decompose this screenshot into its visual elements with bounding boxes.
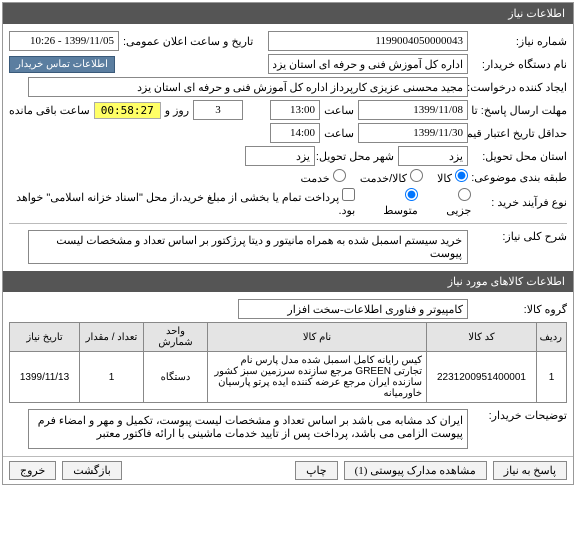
lbl-announce-dt: تاریخ و ساعت اعلان عمومی: [123, 35, 253, 48]
radio-medium[interactable]: متوسط [369, 188, 418, 217]
lbl-item-group: گروه کالا: [472, 303, 567, 316]
th-date: تاریخ نیاز [10, 323, 80, 352]
radio-kala[interactable]: کالا [437, 169, 468, 185]
radio-small-label: جزیی [446, 205, 471, 217]
section-need-info: اطلاعات نیاز [3, 3, 573, 24]
buyer-contact-tab[interactable]: اطلاعات تماس خریدار [9, 56, 115, 73]
item-group-field[interactable] [238, 299, 468, 319]
radio-small[interactable]: جزیی [432, 188, 472, 217]
deadline-date-field[interactable] [358, 100, 468, 120]
lbl-purchase-type: نوع فرآیند خرید : [475, 196, 567, 209]
table-row[interactable]: 1 2231200951400001 کیس رایانه کامل اسمبل… [10, 352, 567, 403]
radio-medium-label: متوسط [383, 205, 418, 217]
lbl-price-validity: حداقل تاریخ اعتبار قیمت: تا تاریخ: [472, 127, 567, 140]
th-unit: واحد شمارش [144, 323, 208, 352]
lbl-province: استان محل تحویل: [472, 150, 567, 163]
creator-field[interactable] [28, 77, 468, 97]
buyer-notes-field[interactable]: ایران کد مشابه می باشد بر اساس تعداد و م… [28, 409, 468, 449]
buyer-org-field[interactable] [268, 54, 468, 74]
announce-dt-field[interactable] [9, 31, 119, 51]
general-desc-field[interactable]: خرید سیستم اسمبل شده به همراه مانیتور و … [28, 230, 468, 264]
need-no-field[interactable] [268, 31, 468, 51]
lbl-budget-class: طبقه بندی موضوعی: [472, 171, 567, 184]
cell-date: 1399/11/13 [10, 352, 80, 403]
radio-kala-service[interactable]: کالا/خدمت [360, 169, 423, 185]
th-row: ردیف [537, 323, 567, 352]
cell-code: 2231200951400001 [427, 352, 537, 403]
lbl-city: شهر محل تحویل: [319, 150, 394, 163]
lbl-deadline: مهلت ارسال پاسخ: تا تاریخ: [472, 104, 567, 117]
deadline-time-field[interactable] [270, 100, 320, 120]
cell-name: کیس رایانه کامل اسمبل شده مدل پارس نام ت… [208, 352, 427, 403]
lbl-buyer-org: نام دستگاه خریدار: [472, 58, 567, 71]
th-name: نام کالا [208, 323, 427, 352]
chk-treasury[interactable]: پرداخت تمام یا بخشی از مبلغ خرید،از محل … [9, 188, 355, 217]
items-table: ردیف کد کالا نام کالا واحد شمارش تعداد /… [9, 322, 567, 403]
lbl-buyer-notes: توضیحات خریدار: [472, 409, 567, 422]
th-qty: تعداد / مقدار [80, 323, 144, 352]
province-field[interactable] [398, 146, 468, 166]
days-left-field [193, 100, 243, 120]
price-validity-time[interactable] [270, 123, 320, 143]
price-validity-date[interactable] [358, 123, 468, 143]
lbl-hour-2: ساعت [324, 127, 354, 140]
cell-qty: 1 [80, 352, 144, 403]
lbl-general-desc: شرح کلی نیاز: [472, 230, 567, 243]
view-attachments-button[interactable]: مشاهده مدارک پیوستی (1) [344, 461, 487, 480]
radio-service-label: خدمت [300, 173, 329, 185]
back-button[interactable]: بازگشت [62, 461, 122, 480]
chk-treasury-label: پرداخت تمام یا بخشی از مبلغ خرید،از محل … [16, 192, 355, 217]
section-items-info: اطلاعات کالاهای مورد نیاز [3, 271, 573, 292]
cell-idx: 1 [537, 352, 567, 403]
radio-kala-label: کالا [437, 173, 452, 185]
respond-button[interactable]: پاسخ به نیاز [493, 461, 567, 480]
print-button[interactable]: چاپ [295, 461, 338, 480]
lbl-hour-1: ساعت [324, 104, 354, 117]
radio-service[interactable]: خدمت [300, 169, 345, 185]
lbl-need-no: شماره نیاز: [472, 35, 567, 48]
lbl-remaining: ساعت باقی مانده [9, 104, 90, 117]
th-code: کد کالا [427, 323, 537, 352]
lbl-day: روز و [165, 104, 189, 117]
cell-unit: دستگاه [144, 352, 208, 403]
radio-kala-service-label: کالا/خدمت [360, 173, 407, 185]
countdown-timer: 00:58:27 [94, 102, 161, 119]
lbl-creator: ایجاد کننده درخواست: [472, 81, 567, 94]
city-field[interactable] [245, 146, 315, 166]
exit-button[interactable]: خروج [9, 461, 56, 480]
